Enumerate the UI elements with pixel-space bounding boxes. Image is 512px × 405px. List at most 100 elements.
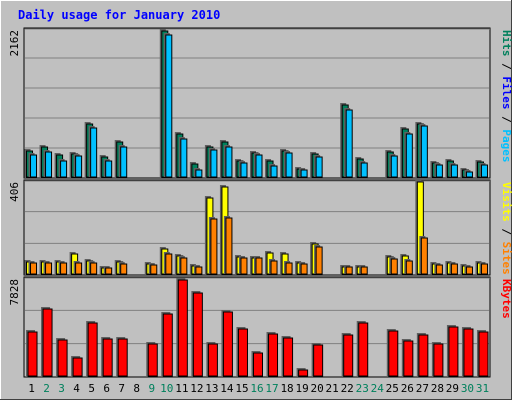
y-max-label-top: 2162 — [8, 30, 21, 57]
bar-files — [315, 156, 323, 178]
bar-sites — [225, 217, 233, 275]
bar-files — [255, 154, 263, 178]
bar-kbytes — [192, 292, 203, 377]
bar-files — [450, 164, 458, 178]
bar-kbytes — [57, 339, 68, 377]
panel-frame-top — [23, 27, 491, 179]
bar-kbytes — [403, 340, 414, 377]
x-tick-label: 27 — [416, 382, 429, 395]
x-tick-label: 21 — [326, 382, 339, 395]
x-tick-label: 17 — [265, 382, 278, 395]
bar-kbytes — [237, 328, 248, 377]
bar-sites — [285, 262, 293, 275]
bar-sites — [60, 262, 68, 275]
x-tick-label: 1 — [28, 382, 35, 395]
bar-sites — [315, 246, 323, 275]
side-legend-middle: Visits / Sites — [500, 182, 512, 275]
x-tick-label: 8 — [133, 382, 140, 395]
bar-kbytes — [343, 334, 354, 377]
bar-sites — [270, 260, 278, 275]
x-tick-label: 24 — [371, 382, 385, 395]
x-tick-label: 15 — [235, 382, 248, 395]
bar-files — [390, 155, 398, 178]
bar-sites — [165, 253, 173, 275]
y-max-label-bottom: 7828 — [8, 279, 21, 306]
bar-sites — [45, 262, 53, 275]
x-tick-label: 10 — [160, 382, 173, 395]
bar-files — [120, 146, 128, 178]
bar-files — [75, 155, 83, 178]
bar-sites — [420, 237, 428, 275]
bar-files — [195, 169, 203, 178]
bar-sites — [255, 257, 263, 275]
bar-kbytes — [433, 343, 444, 377]
x-tick-label: 26 — [401, 382, 414, 395]
side-legend-part: Pages — [500, 129, 512, 162]
bar-sites — [240, 257, 248, 275]
bar-sites — [180, 257, 188, 275]
bar-sites — [480, 263, 488, 275]
bar-files — [180, 138, 188, 178]
bar-files — [345, 109, 353, 178]
side-legend-part: / — [500, 57, 512, 77]
bar-kbytes — [117, 338, 128, 377]
x-tick-label: 31 — [476, 382, 489, 395]
bar-kbytes — [268, 333, 279, 377]
x-tick-label: 7 — [118, 382, 125, 395]
bar-kbytes — [42, 308, 53, 377]
bar-sites — [210, 218, 218, 275]
bar-files — [300, 169, 308, 178]
x-tick-label: 19 — [295, 382, 308, 395]
bar-sites — [405, 260, 413, 275]
x-tick-label: 30 — [461, 382, 474, 395]
x-tick-label: 22 — [341, 382, 354, 395]
x-tick-label: 9 — [148, 382, 155, 395]
side-legend-part: Sites — [500, 242, 512, 275]
bar-sites — [450, 263, 458, 275]
x-tick-label: 5 — [88, 382, 95, 395]
bar-files — [90, 127, 98, 178]
x-tick-label: 13 — [205, 382, 218, 395]
side-legend-part: / — [500, 110, 512, 130]
bar-kbytes — [358, 322, 369, 377]
bar-kbytes — [388, 330, 399, 377]
x-tick-label: 11 — [175, 382, 188, 395]
bar-files — [45, 151, 53, 178]
bar-kbytes — [207, 343, 218, 377]
bar-kbytes — [283, 337, 294, 377]
x-tick-label: 14 — [220, 382, 234, 395]
bar-sites — [465, 266, 473, 275]
x-tick-label: 18 — [280, 382, 293, 395]
bar-files — [105, 160, 113, 178]
side-legend-top: Hits / Files / Pages — [500, 30, 512, 163]
bar-sites — [195, 266, 203, 275]
bar-files — [465, 171, 473, 178]
bar-kbytes — [147, 343, 158, 377]
bar-kbytes — [478, 331, 489, 377]
bar-sites — [360, 266, 368, 275]
x-tick-label: 2 — [43, 382, 50, 395]
side-legend-part: KBytes — [500, 279, 512, 319]
side-legend-part: / — [500, 222, 512, 242]
bar-files — [435, 164, 443, 178]
bar-files — [210, 149, 218, 178]
bar-kbytes — [177, 279, 188, 377]
bar-sites — [90, 262, 98, 275]
bar-kbytes — [162, 313, 173, 377]
side-legend-part: Files — [500, 76, 512, 109]
y-max-label-middle: 406 — [8, 182, 21, 202]
x-tick-label: 4 — [73, 382, 80, 395]
x-tick-label: 6 — [103, 382, 110, 395]
bar-sites — [150, 264, 158, 275]
bar-kbytes — [463, 328, 474, 377]
panel-frame-middle — [23, 179, 491, 276]
bar-kbytes — [298, 369, 309, 377]
bar-files — [360, 162, 368, 178]
bar-sites — [120, 263, 128, 275]
bar-sites — [30, 262, 38, 275]
bar-files — [60, 160, 68, 178]
bar-files — [405, 133, 413, 178]
bar-kbytes — [448, 326, 459, 377]
